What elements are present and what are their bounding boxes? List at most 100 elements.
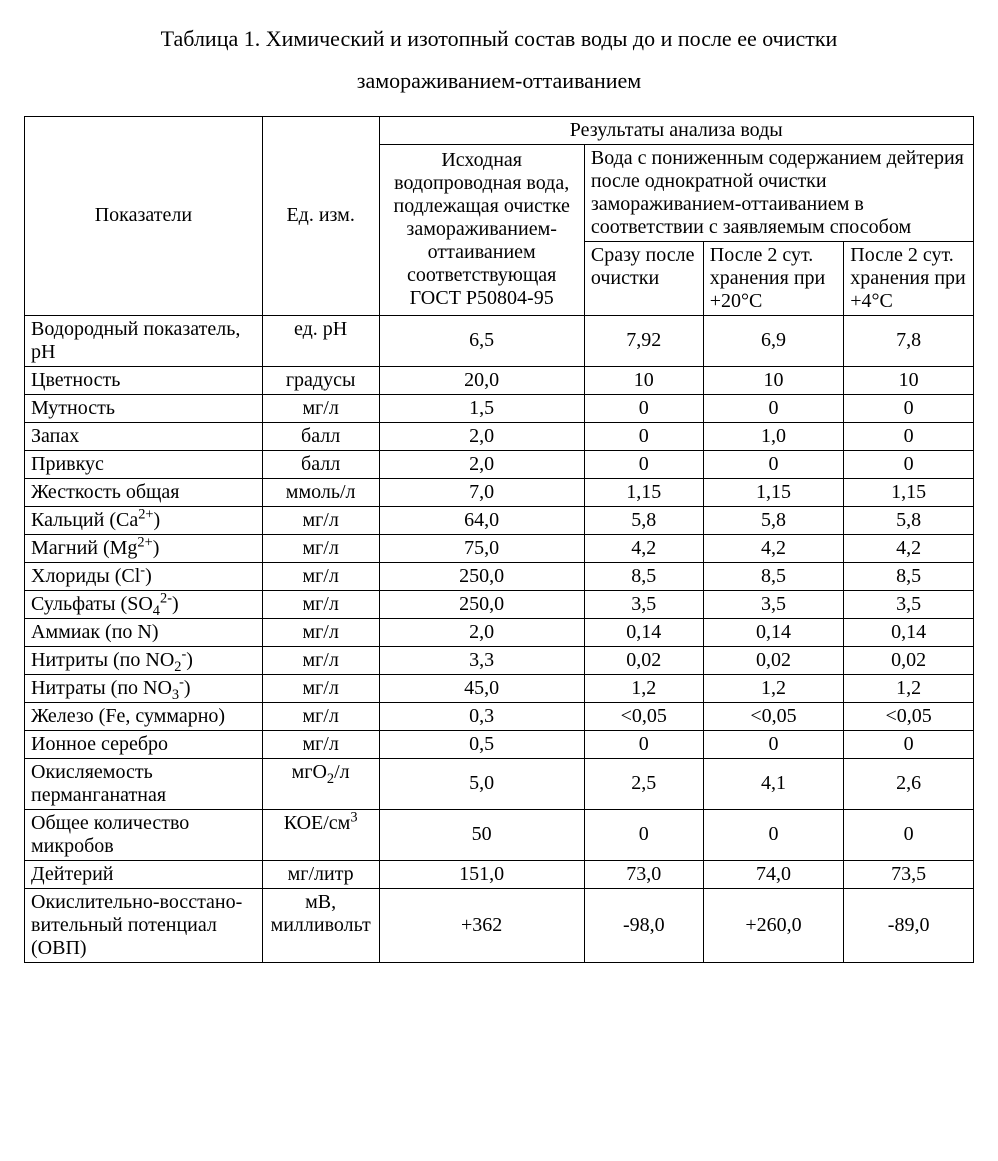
cell-param: Окисляемость перманганатная: [25, 758, 263, 809]
cell-unit: балл: [262, 450, 379, 478]
cell-value: 0,02: [844, 646, 974, 674]
cell-value: 250,0: [379, 562, 584, 590]
table-row: Окислительно-восстано-вительный потенциа…: [25, 888, 974, 962]
cell-value: +362: [379, 888, 584, 962]
cell-value: 45,0: [379, 674, 584, 702]
cell-value: 8,5: [703, 562, 844, 590]
table-row: Цветностьградусы20,0101010: [25, 366, 974, 394]
cell-param: Сульфаты (SO42-): [25, 590, 263, 618]
cell-value: 10: [584, 366, 703, 394]
table-row: Нитриты (по NO2-)мг/л3,30,020,020,02: [25, 646, 974, 674]
cell-value: 0: [703, 809, 844, 860]
cell-value: 1,15: [703, 478, 844, 506]
cell-value: 1,15: [844, 478, 974, 506]
header-purified-group: Вода с пониженным содержанием дейтерия п…: [584, 144, 973, 241]
cell-value: 0,02: [703, 646, 844, 674]
cell-value: 2,6: [844, 758, 974, 809]
table-row: Мутностьмг/л1,5000: [25, 394, 974, 422]
cell-value: 0: [584, 422, 703, 450]
cell-value: 0: [584, 730, 703, 758]
cell-value: +260,0: [703, 888, 844, 962]
header-sub-immediately: Сразу после очистки: [584, 241, 703, 315]
cell-unit: мг/л: [262, 534, 379, 562]
cell-value: <0,05: [703, 702, 844, 730]
cell-value: 64,0: [379, 506, 584, 534]
table-row: Нитраты (по NO3-)мг/л45,01,21,21,2: [25, 674, 974, 702]
cell-value: 73,5: [844, 860, 974, 888]
cell-unit: мг/л: [262, 674, 379, 702]
cell-value: 2,0: [379, 618, 584, 646]
header-sub-after2d-20: После 2 сут. хранения при +20°C: [703, 241, 844, 315]
cell-param: Мутность: [25, 394, 263, 422]
table-row: Сульфаты (SO42-)мг/л250,03,53,53,5: [25, 590, 974, 618]
cell-unit: мг/л: [262, 562, 379, 590]
cell-value: 1,0: [703, 422, 844, 450]
cell-param: Магний (Mg2+): [25, 534, 263, 562]
table-row: Магний (Mg2+)мг/л75,04,24,24,2: [25, 534, 974, 562]
cell-unit: мг/л: [262, 646, 379, 674]
cell-unit: мг/литр: [262, 860, 379, 888]
cell-param: Цветность: [25, 366, 263, 394]
cell-value: 6,9: [703, 315, 844, 366]
cell-unit: мг/л: [262, 506, 379, 534]
cell-unit: мг/л: [262, 590, 379, 618]
cell-value: 6,5: [379, 315, 584, 366]
cell-value: 10: [844, 366, 974, 394]
cell-value: 0: [703, 394, 844, 422]
cell-value: 3,3: [379, 646, 584, 674]
cell-unit: ммоль/л: [262, 478, 379, 506]
cell-value: 0: [844, 730, 974, 758]
cell-param: Нитраты (по NO3-): [25, 674, 263, 702]
cell-value: 8,5: [584, 562, 703, 590]
cell-value: 0: [844, 422, 974, 450]
cell-param: Окислительно-восстано-вительный потенциа…: [25, 888, 263, 962]
header-source-water: Исходная водопроводная вода, подлежащая …: [379, 144, 584, 315]
cell-unit: градусы: [262, 366, 379, 394]
cell-value: 2,0: [379, 450, 584, 478]
cell-value: 7,92: [584, 315, 703, 366]
cell-value: 4,2: [703, 534, 844, 562]
cell-param: Нитриты (по NO2-): [25, 646, 263, 674]
table-row: Железо (Fe, суммарно)мг/л0,3<0,05<0,05<0…: [25, 702, 974, 730]
cell-value: 20,0: [379, 366, 584, 394]
cell-value: 151,0: [379, 860, 584, 888]
cell-value: 0: [584, 809, 703, 860]
cell-value: 3,5: [844, 590, 974, 618]
cell-value: 10: [703, 366, 844, 394]
cell-value: -98,0: [584, 888, 703, 962]
cell-value: 250,0: [379, 590, 584, 618]
header-param: Показатели: [25, 116, 263, 315]
cell-unit: КОЕ/см3: [262, 809, 379, 860]
cell-value: 75,0: [379, 534, 584, 562]
cell-param: Жесткость общая: [25, 478, 263, 506]
table-row: Водородный показатель, pHед. pH6,57,926,…: [25, 315, 974, 366]
cell-value: 4,1: [703, 758, 844, 809]
cell-param: Дейтерий: [25, 860, 263, 888]
cell-param: Ионное серебро: [25, 730, 263, 758]
cell-value: -89,0: [844, 888, 974, 962]
table-body: Водородный показатель, pHед. pH6,57,926,…: [25, 315, 974, 962]
header-results-group: Результаты анализа воды: [379, 116, 974, 144]
cell-value: 1,2: [703, 674, 844, 702]
cell-value: 7,0: [379, 478, 584, 506]
cell-value: 5,8: [584, 506, 703, 534]
table-row: Аммиак (по N)мг/л2,00,140,140,14: [25, 618, 974, 646]
cell-value: 0: [584, 394, 703, 422]
cell-value: 0,5: [379, 730, 584, 758]
cell-unit: мгO2/л: [262, 758, 379, 809]
cell-param: Общее количество микробов: [25, 809, 263, 860]
cell-value: 5,8: [844, 506, 974, 534]
table-row: Общее количество микробовКОЕ/см350000: [25, 809, 974, 860]
caption-line-2: замораживанием-оттаиванием: [357, 68, 641, 93]
cell-value: 0: [703, 730, 844, 758]
cell-value: 5,0: [379, 758, 584, 809]
cell-unit: мг/л: [262, 618, 379, 646]
cell-value: 1,2: [584, 674, 703, 702]
cell-value: 2,5: [584, 758, 703, 809]
table-row: Жесткость общаяммоль/л7,01,151,151,15: [25, 478, 974, 506]
table-caption: Таблица 1. Химический и изотопный состав…: [24, 18, 974, 102]
cell-unit: мВ, милливольт: [262, 888, 379, 962]
cell-param: Железо (Fe, суммарно): [25, 702, 263, 730]
cell-param: Аммиак (по N): [25, 618, 263, 646]
cell-param: Кальций (Ca2+): [25, 506, 263, 534]
